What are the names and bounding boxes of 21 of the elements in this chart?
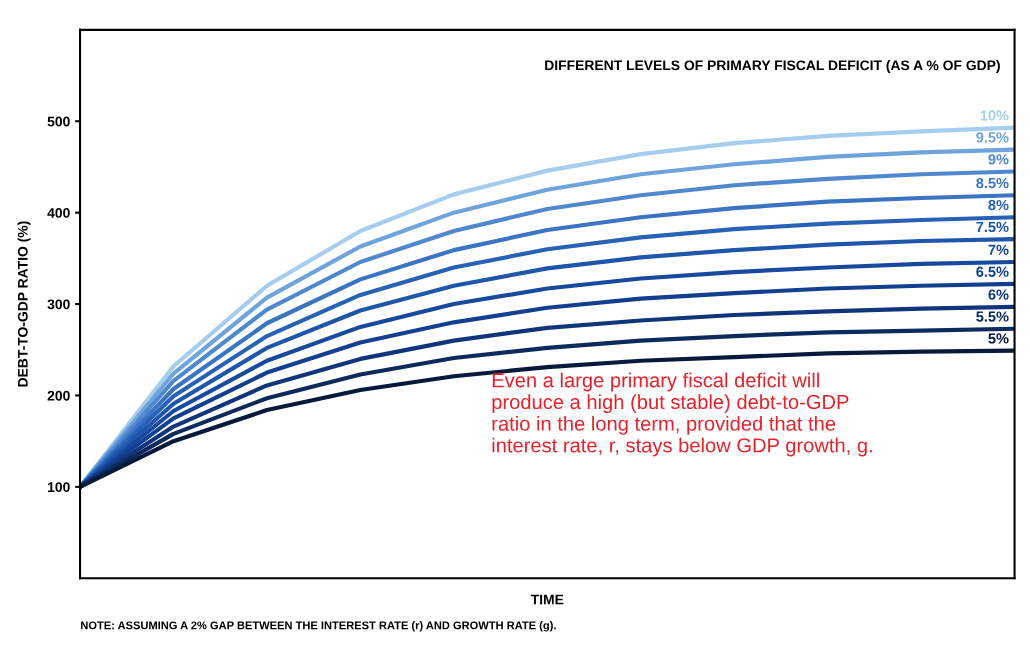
text: NOTE: ASSUMING A 2% GAP BETWEEN THE INTEREST RATE (r) AND GROWTH RATE (g).	[81, 621, 556, 632]
y-tick-label: 400	[47, 207, 70, 218]
x-axis-title: TIME	[530, 594, 564, 605]
y-tick-label: 100	[48, 482, 70, 493]
y-axis-title: DEBT-TO-GDP RATIO (%)	[17, 221, 31, 387]
series-label: 8%	[988, 199, 1009, 211]
text: DIFFERENT LEVELS OF PRIMARY FISCAL DEFICIT (AS A % OF GDP)	[545, 60, 1000, 73]
series-label: 7%	[988, 244, 1009, 255]
series-label: 7.5%	[976, 221, 1009, 233]
series-label: 10%	[980, 110, 1009, 121]
series-label: 9%	[988, 154, 1009, 165]
annotation: Even a large primary fiscal deficit will produce a high (but stable) debt-to-GDP ratio in the long term, provided that the interest rate, r, stays below GDP growth, g.	[492, 372, 872, 457]
series-label: 6.5%	[976, 266, 1009, 277]
series-label: 5.5%	[976, 311, 1009, 322]
y-tick-label: 200	[47, 390, 70, 401]
y-tick-label: 300	[47, 299, 70, 310]
series-label: 8.5%	[976, 177, 1009, 189]
series-label: 9.5%	[976, 132, 1009, 143]
series-label: 6%	[988, 289, 1009, 300]
y-tick-label: 500	[47, 116, 70, 127]
series-label: 5%	[988, 333, 1009, 344]
